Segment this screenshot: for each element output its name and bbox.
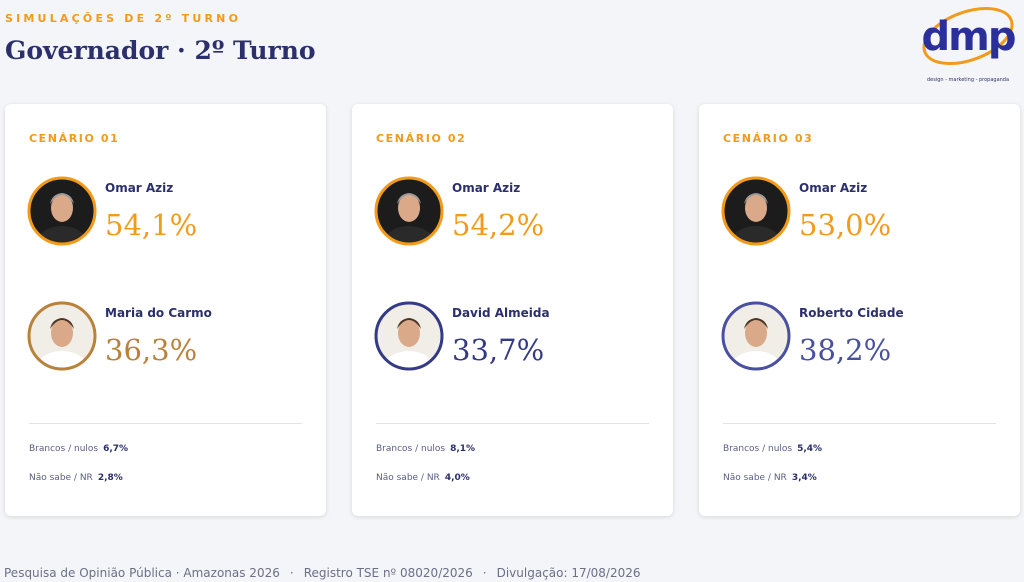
stat-label: Não sabe / NR	[376, 473, 440, 483]
page-title: Governador · 2º Turno	[5, 36, 316, 65]
candidate-name: David Almeida	[452, 306, 550, 320]
stat-value: 8,1%	[450, 444, 476, 454]
stat-value: 4,0%	[444, 473, 470, 483]
stat-label: Brancos / nulos	[723, 444, 793, 454]
logo-swoosh	[922, 7, 1014, 65]
scenario-label: CENÁRIO 02	[376, 132, 467, 145]
stat-value: 3,4%	[791, 473, 817, 483]
stat-label: Brancos / nulos	[29, 444, 99, 454]
scenario-card: CENÁRIO 03 Omar Aziz 53,0% Roberto Cidade…	[699, 104, 1020, 516]
candidate-name: Omar Aziz	[799, 181, 868, 195]
candidate-name: Omar Aziz	[105, 181, 174, 195]
scenario-label: CENÁRIO 03	[723, 132, 814, 145]
candidate-percent: 53,0%	[799, 208, 892, 242]
footer: Pesquisa de Opinião Pública · Amazonas 2…	[4, 566, 641, 580]
avatar	[27, 301, 97, 371]
candidate-name: Omar Aziz	[452, 181, 521, 195]
kicker: SIMULAÇÕES DE 2º TURNO	[5, 12, 242, 25]
stat-row: Não sabe / NR 3,4%	[723, 473, 817, 483]
divider	[29, 423, 302, 424]
footer-item: Registro TSE nº 08020/2026	[303, 566, 473, 580]
avatar	[721, 301, 791, 371]
stat-row: Brancos / nulos 5,4%	[723, 444, 822, 454]
candidate-percent: 54,2%	[452, 208, 545, 242]
scenario-label: CENÁRIO 01	[29, 132, 120, 145]
logo-tagline: design - marketing - propaganda	[927, 77, 1009, 83]
stat-value: 6,7%	[103, 444, 129, 454]
stat-label: Não sabe / NR	[723, 473, 787, 483]
stat-value: 5,4%	[797, 444, 823, 454]
scenario-card: CENÁRIO 01 Omar Aziz 54,1% Maria do Carmo…	[5, 104, 326, 516]
candidate-percent: 33,7%	[452, 333, 545, 367]
candidate-name: Roberto Cidade	[799, 306, 904, 320]
candidate-name: Maria do Carmo	[105, 306, 212, 320]
candidate-percent: 38,2%	[799, 333, 892, 367]
candidate-percent: 36,3%	[105, 333, 198, 367]
stat-value: 2,8%	[97, 473, 123, 483]
avatar	[27, 176, 97, 246]
stat-row: Não sabe / NR 2,8%	[29, 473, 123, 483]
footer-separator: ·	[289, 566, 294, 580]
stat-label: Brancos / nulos	[376, 444, 446, 454]
avatar	[374, 301, 444, 371]
stat-label: Não sabe / NR	[29, 473, 93, 483]
stat-row: Não sabe / NR 4,0%	[376, 473, 470, 483]
stat-row: Brancos / nulos 8,1%	[376, 444, 475, 454]
divider	[723, 423, 996, 424]
logo: dmp design - marketing - propaganda	[922, 7, 1017, 83]
footer-separator: ·	[482, 566, 487, 580]
avatar	[374, 176, 444, 246]
footer-item: Pesquisa de Opinião Pública · Amazonas 2…	[4, 566, 280, 580]
stat-row: Brancos / nulos 6,7%	[29, 444, 128, 454]
candidate-percent: 54,1%	[105, 208, 198, 242]
footer-item: Divulgação: 17/08/2026	[496, 566, 641, 580]
avatar	[721, 176, 791, 246]
scenario-card: CENÁRIO 02 Omar Aziz 54,2% David Almeida 3…	[352, 104, 673, 516]
logo-text: dmp	[922, 14, 1015, 60]
divider	[376, 423, 649, 424]
